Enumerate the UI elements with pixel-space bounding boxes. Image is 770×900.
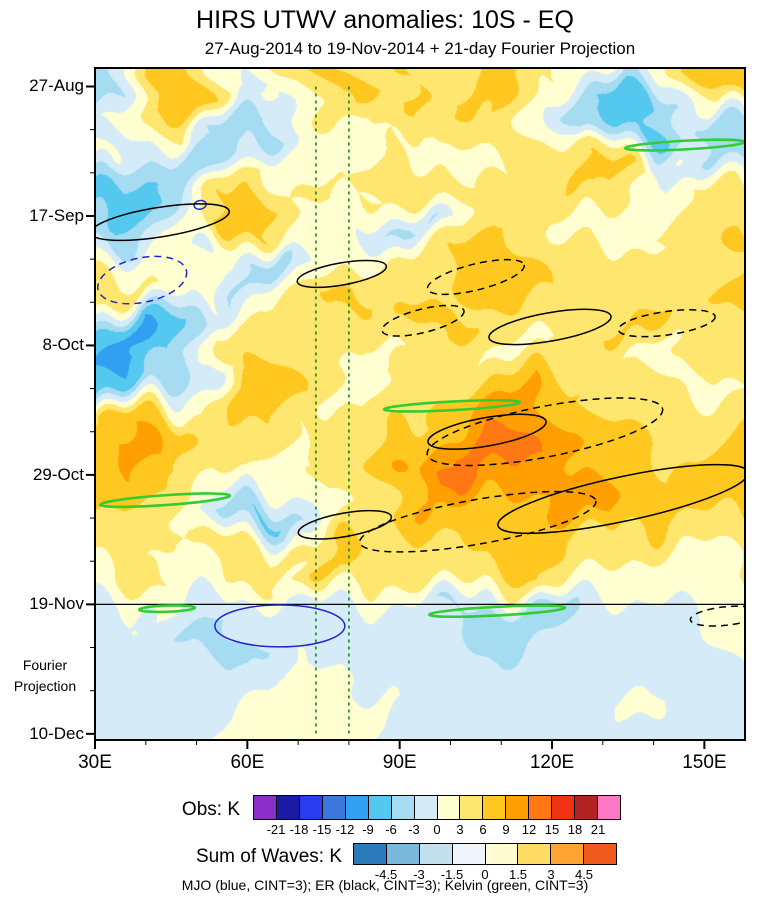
- obs-colorbar-tick: -9: [362, 822, 374, 837]
- y-tick-label: 19-Nov: [29, 594, 84, 614]
- waves-colorbar-segment: [418, 844, 452, 864]
- legend-caption: MJO (blue, CINT=3); ER (black, CINT=3); …: [181, 877, 589, 893]
- y-tick-label: 17-Sep: [29, 205, 84, 225]
- obs-colorbar-tick: -6: [385, 822, 397, 837]
- obs-colorbar-tick: 15: [544, 822, 560, 837]
- waves-colorbar-tick: 3: [547, 867, 555, 882]
- obs-colorbar-segment: [275, 796, 299, 819]
- waves-colorbar-segment: [451, 844, 485, 864]
- y-tick-label: 29-Oct: [32, 464, 84, 484]
- waves-colorbar: [353, 843, 617, 865]
- obs-colorbar: [253, 795, 621, 820]
- obs-colorbar-tick: 21: [590, 822, 606, 837]
- fourier-projection-label: Fourier Projection: [13, 657, 77, 694]
- waves-colorbar-tick: -1.5: [440, 867, 464, 882]
- waves-colorbar-segment: [550, 844, 584, 864]
- x-tick-label: 30E: [78, 752, 112, 773]
- obs-colorbar-segment: [254, 796, 276, 819]
- obs-colorbar-segment: [413, 796, 437, 819]
- y-tick-label: 8-Oct: [42, 335, 84, 355]
- obs-colorbar-segment: [505, 796, 529, 819]
- waves-colorbar-segment: [583, 844, 616, 864]
- y-tick-label: 10-Dec: [29, 723, 84, 743]
- chart-title: HIRS UTWV anomalies: 10S - EQ: [196, 6, 574, 34]
- waves-colorbar-tick: -3: [413, 867, 425, 882]
- waves-colorbar-segment: [517, 844, 551, 864]
- obs-colorbar-segment: [436, 796, 460, 819]
- waves-colorbar-label: Sum of Waves: K: [195, 846, 342, 867]
- obs-colorbar-segment: [367, 796, 391, 819]
- waves-colorbar-segment: [484, 844, 518, 864]
- waves-colorbar-segment: [354, 844, 386, 864]
- obs-colorbar-tick: 6: [479, 822, 487, 837]
- obs-colorbar-segment: [390, 796, 414, 819]
- obs-colorbar-segment: [459, 796, 483, 819]
- obs-colorbar-segment: [321, 796, 345, 819]
- obs-colorbar-tick: 9: [502, 822, 510, 837]
- x-tick-label: 90E: [382, 752, 417, 773]
- x-tick-label: 60E: [230, 752, 265, 773]
- obs-colorbar-segment: [528, 796, 552, 819]
- x-tick-label: 150E: [682, 752, 727, 773]
- obs-colorbar-tick: -3: [408, 822, 420, 837]
- obs-colorbar-segment: [551, 796, 575, 819]
- heatmap-canvas: [95, 68, 745, 740]
- obs-colorbar-tick: -15: [312, 822, 332, 837]
- obs-colorbar-segment: [298, 796, 322, 819]
- waves-colorbar-segment: [385, 844, 419, 864]
- obs-colorbar-tick: -21: [266, 822, 286, 837]
- obs-colorbar-segment: [344, 796, 368, 819]
- waves-colorbar-tick: -4.5: [374, 867, 398, 882]
- obs-colorbar-tick: -12: [335, 822, 355, 837]
- chart-subtitle: 27-Aug-2014 to 19-Nov-2014 + 21-day Four…: [204, 39, 636, 58]
- obs-colorbar-label: Obs: K: [181, 799, 240, 820]
- waves-colorbar-tick: 0: [481, 867, 489, 882]
- obs-colorbar-tick: 0: [433, 822, 441, 837]
- y-tick-label: 27-Aug: [29, 76, 84, 96]
- obs-colorbar-segment: [597, 796, 620, 819]
- waves-colorbar-tick: 1.5: [508, 867, 528, 882]
- waves-colorbar-tick: 4.5: [574, 867, 594, 882]
- obs-colorbar-tick: -18: [289, 822, 309, 837]
- obs-colorbar-segment: [482, 796, 506, 819]
- obs-colorbar-tick: 18: [567, 822, 583, 837]
- obs-colorbar-tick: 3: [456, 822, 464, 837]
- obs-colorbar-segment: [574, 796, 598, 819]
- x-tick-label: 120E: [529, 752, 575, 773]
- obs-colorbar-tick: 12: [521, 822, 537, 837]
